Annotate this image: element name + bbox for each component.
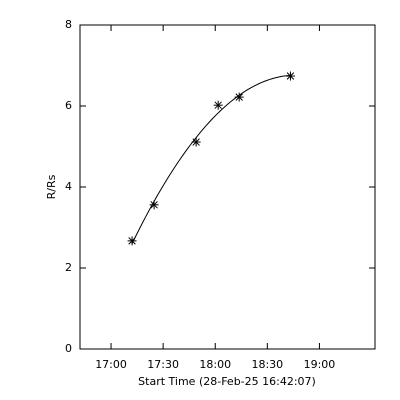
marker-stroke [192, 138, 200, 146]
x-tick-label: 17:30 [147, 358, 179, 371]
plot-frame [79, 24, 376, 350]
data-point [149, 200, 159, 210]
marker-stroke [286, 72, 295, 80]
x-axis-label: Start Time (28-Feb-25 16:42:07) [138, 375, 316, 388]
x-tick-label: 18:00 [199, 358, 231, 371]
y-axis-label: R/Rs [45, 174, 58, 199]
marker-stroke [128, 237, 136, 245]
data-point [191, 137, 201, 147]
x-tick-label: 19:00 [304, 358, 336, 371]
data-point [285, 71, 295, 81]
y-tick-label: 0 [65, 342, 72, 355]
y-tick-label: 4 [65, 180, 72, 193]
y-tick-label: 8 [65, 18, 72, 31]
data-point [234, 92, 244, 102]
data-point [213, 100, 223, 110]
marker-stroke [150, 201, 158, 209]
fit-curve [131, 74, 291, 244]
marker-stroke [214, 101, 222, 109]
x-tick-label: 18:30 [251, 358, 283, 371]
x-tick-label: 17:00 [95, 358, 127, 371]
marker-stroke [235, 93, 243, 101]
y-tick-label: 6 [65, 99, 72, 112]
y-tick-label: 2 [65, 261, 72, 274]
data-point [127, 236, 137, 246]
